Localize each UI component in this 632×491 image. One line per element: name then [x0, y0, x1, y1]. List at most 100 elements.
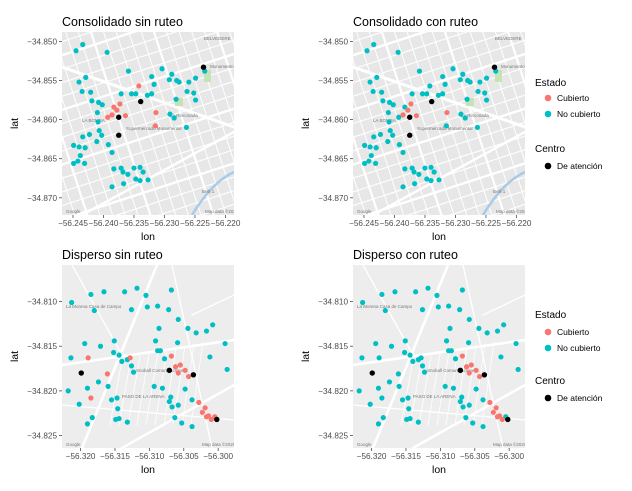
street — [353, 114, 525, 206]
points — [70, 41, 208, 190]
x-tick-label: −56.225 — [180, 219, 210, 228]
legend-bottom: Estado Cubierto No cubierto Centro De at… — [535, 310, 603, 403]
y-tick-label: −34.860 — [27, 116, 57, 125]
point-no-cubierto — [79, 88, 85, 95]
street — [353, 32, 525, 95]
street — [400, 359, 414, 426]
legend-cubierto-swatch — [544, 328, 552, 336]
point-no-cubierto — [392, 289, 398, 295]
y-tick-label: −34.820 — [27, 387, 57, 396]
point-no-cubierto — [462, 115, 468, 121]
points — [65, 285, 230, 430]
map-label: Map data ©2020 Google — [205, 208, 255, 214]
road — [411, 383, 525, 448]
map-label: Google — [66, 209, 81, 214]
point-no-cubierto — [91, 307, 97, 314]
point-no-cubierto — [145, 177, 151, 183]
y-tick-label: −34.870 — [318, 194, 348, 203]
point-no-cubierto — [385, 138, 391, 145]
y-axis-label: lat — [300, 118, 312, 129]
map-label: Monumento a Cerro Largo — [210, 64, 263, 69]
street — [62, 64, 234, 157]
point-no-cubierto — [125, 171, 131, 177]
legend-cubierto-label: Cubierto — [557, 93, 589, 103]
point-no-cubierto — [431, 169, 437, 175]
point-no-cubierto — [128, 363, 135, 369]
street — [401, 32, 496, 215]
x-axis-label: lon — [432, 464, 446, 476]
legend-de-atencion-label: De atención — [557, 393, 603, 403]
point-no-cubierto — [402, 349, 408, 356]
point-no-cubierto — [371, 134, 377, 140]
street — [454, 347, 468, 426]
point-no-cubierto — [222, 340, 228, 347]
point-cubierto — [111, 104, 117, 110]
x-tick-label: −56.300 — [203, 452, 233, 461]
point-no-cubierto — [86, 131, 93, 138]
point-cubierto — [105, 114, 111, 120]
point-cubierto — [109, 112, 115, 118]
street — [353, 32, 525, 83]
point-no-cubierto — [172, 415, 178, 421]
point-no-cubierto — [373, 145, 379, 151]
point-no-cubierto — [409, 165, 415, 171]
point-no-cubierto — [76, 401, 82, 407]
point-no-cubierto — [174, 340, 181, 346]
point-centro — [407, 132, 413, 138]
point-no-cubierto — [186, 79, 192, 85]
street — [412, 32, 508, 215]
point-no-cubierto — [367, 401, 373, 407]
point-no-cubierto — [356, 388, 362, 394]
point-no-cubierto — [108, 397, 115, 403]
y-tick-label: −34.865 — [318, 155, 348, 164]
point-no-cubierto — [396, 383, 402, 390]
point-no-cubierto — [416, 171, 422, 177]
point-centro — [457, 367, 464, 374]
point-no-cubierto — [94, 138, 100, 145]
point-no-cubierto — [179, 420, 185, 426]
panel-title: Disperso con ruteo — [353, 248, 458, 262]
point-no-cubierto — [440, 91, 446, 97]
street — [62, 52, 234, 144]
y-axis-label: lat — [9, 351, 21, 362]
point-no-cubierto — [121, 181, 127, 187]
map-label: Google — [66, 442, 81, 447]
y-axis-label: lat — [300, 351, 312, 362]
point-no-cubierto — [166, 398, 172, 405]
street — [62, 32, 234, 83]
point-no-cubierto — [77, 152, 83, 159]
x-axis-label: lon — [141, 464, 155, 476]
y-tick-label: −34.870 — [27, 194, 57, 203]
point-no-cubierto — [192, 97, 199, 103]
point-no-cubierto — [399, 397, 406, 403]
x-tick-label: −56.230 — [150, 219, 180, 228]
point-cubierto — [405, 107, 411, 113]
point-no-cubierto — [84, 421, 91, 427]
map-label: Map data ©2020 Google — [202, 441, 252, 447]
point-cubierto — [88, 395, 94, 401]
point-no-cubierto — [169, 71, 175, 77]
street — [144, 32, 234, 215]
point-no-cubierto — [424, 176, 430, 182]
y-tick-label: −34.815 — [318, 342, 348, 351]
map-label: PASO DE LA ARENA — [122, 394, 165, 399]
point-no-cubierto — [207, 354, 213, 360]
avenue — [80, 130, 234, 215]
point-no-cubierto — [483, 75, 490, 81]
point-no-cubierto — [370, 88, 376, 95]
point-no-cubierto — [474, 124, 481, 131]
street — [353, 89, 525, 182]
point-no-cubierto — [410, 358, 416, 365]
point-no-cubierto — [473, 386, 479, 392]
point-no-cubierto — [125, 68, 132, 74]
point-no-cubierto — [111, 166, 117, 172]
street — [98, 32, 194, 215]
point-no-cubierto — [465, 340, 472, 346]
point-no-cubierto — [159, 385, 166, 391]
x-tick-label: −56.245 — [58, 219, 88, 228]
map-label: BELVEDERE — [495, 36, 522, 41]
map-label: Monumento a Cerro Largo — [501, 64, 554, 69]
point-no-cubierto — [97, 343, 104, 349]
point-no-cubierto — [124, 419, 130, 425]
street — [469, 32, 525, 215]
